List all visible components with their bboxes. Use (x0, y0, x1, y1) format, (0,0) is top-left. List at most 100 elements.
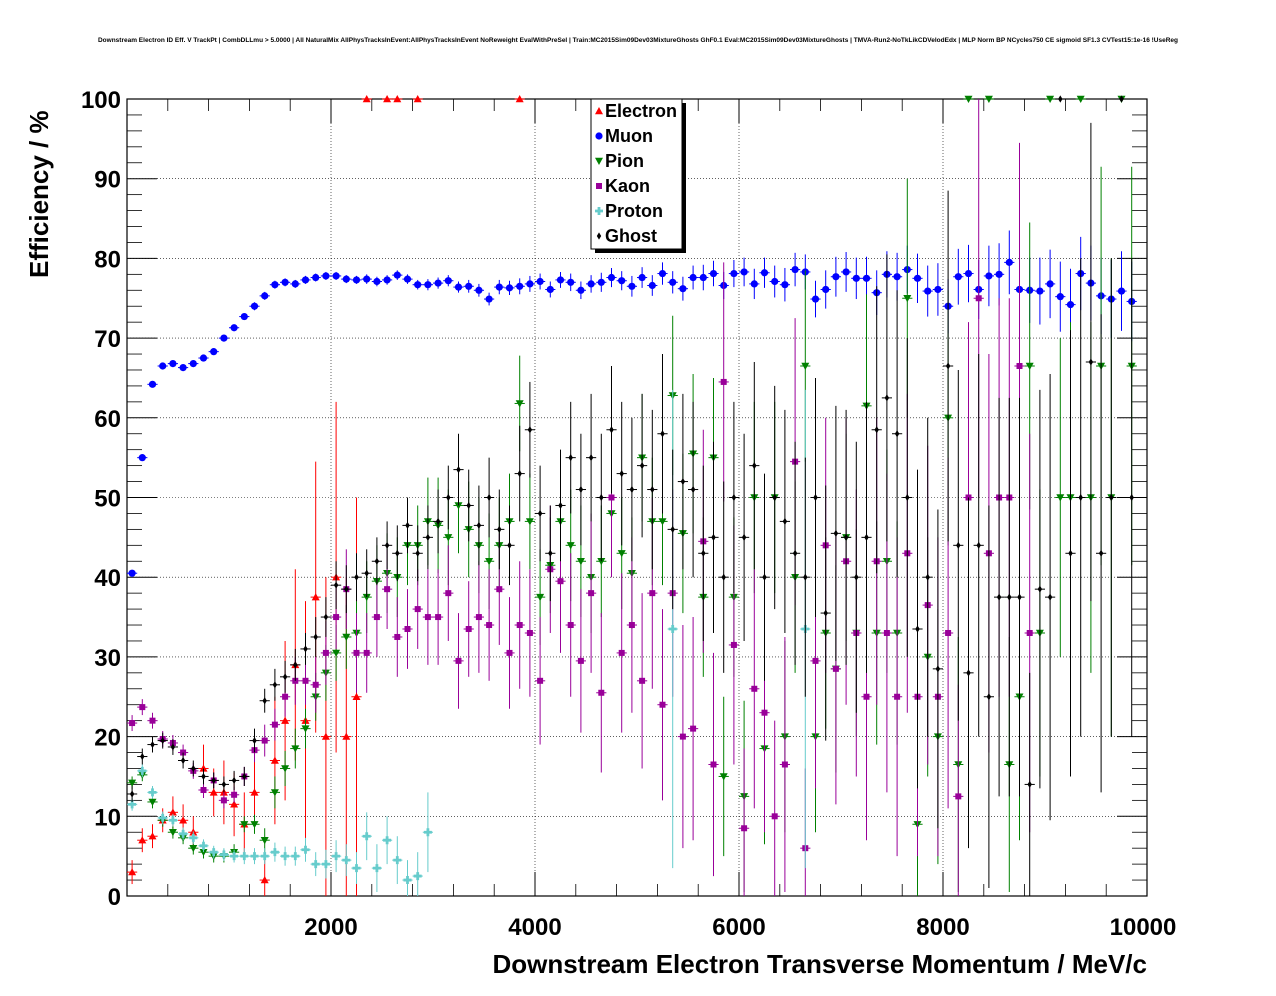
ghost-point (701, 549, 706, 557)
proton-point (158, 813, 167, 822)
muon-point (842, 268, 850, 276)
muon-point (322, 272, 330, 280)
kaon-point (384, 586, 391, 593)
muon-point (750, 280, 758, 288)
kaon-point (945, 629, 952, 636)
pion-point (576, 558, 585, 566)
ghost-point (639, 462, 645, 470)
proton-point (281, 852, 290, 861)
legend-label-muon: Muon (605, 126, 653, 146)
ghost-point (1007, 593, 1012, 601)
legend-label-proton: Proton (605, 201, 663, 221)
ghost-point (293, 661, 298, 669)
kaon-point (639, 677, 646, 684)
ghost-point (711, 533, 716, 541)
ghost-point (191, 764, 196, 773)
muon-point (485, 295, 493, 303)
pion-point (1056, 494, 1065, 502)
ghost-point (976, 541, 981, 549)
muon-point (852, 274, 860, 282)
muon-point (934, 285, 942, 294)
proton-point (352, 864, 361, 873)
ghost-point (935, 665, 941, 673)
muon-point (658, 269, 667, 278)
muon-point (342, 275, 350, 283)
muon-point (1117, 287, 1126, 295)
proton-point (179, 829, 188, 838)
kaon-point (894, 693, 901, 700)
muon-point (740, 268, 748, 276)
chart-title: Downstream Electron ID Eff. V TrackPt | … (98, 37, 1178, 44)
ghost-point (272, 681, 278, 689)
kaon-point (567, 622, 574, 629)
ghost-point (599, 493, 604, 502)
kaon-point (322, 649, 329, 656)
proton-point (270, 848, 279, 857)
ghost-point (1047, 593, 1053, 601)
kaon-point (149, 717, 156, 724)
kaon-point (690, 725, 697, 732)
ghost-point (405, 521, 410, 529)
proton-point (668, 625, 677, 634)
x-tick-label: 8000 (916, 914, 969, 941)
muon-point (505, 284, 514, 292)
series-muon (127, 230, 1137, 577)
ghost-point (425, 533, 431, 541)
pion-point (332, 649, 341, 657)
muon-point (556, 276, 565, 284)
proton-point (332, 852, 341, 861)
legend-label-pion: Pion (605, 151, 644, 171)
muon-point (567, 278, 575, 286)
electron-point (260, 876, 269, 884)
ghost-point (1119, 95, 1124, 103)
pion-point (199, 848, 208, 857)
legend-marker-pion (595, 157, 603, 165)
pion-point (260, 837, 269, 845)
ghost-point (894, 430, 900, 438)
ghost-point (252, 736, 257, 745)
muon-point (760, 269, 769, 277)
ghost-point (150, 740, 155, 749)
ghost-point (446, 493, 451, 502)
ghost-point (588, 454, 594, 462)
kaon-point (129, 720, 136, 727)
ghost-point (884, 394, 890, 402)
kaon-point (139, 704, 146, 711)
ghost-point (415, 549, 420, 557)
ghost-point (170, 743, 176, 751)
ghost-point (476, 521, 482, 529)
kaon-point (373, 614, 380, 621)
ghost-point (772, 493, 777, 502)
kaon-point (526, 629, 533, 636)
kaon-point (506, 649, 513, 656)
legend-marker-kaon (596, 183, 602, 189)
pion-point (719, 773, 728, 781)
pion-point (801, 362, 810, 370)
kaon-point (679, 733, 686, 740)
pion-point (128, 779, 137, 787)
pion-point (168, 829, 177, 837)
muon-point (495, 283, 503, 291)
muon-point (169, 360, 177, 368)
ghost-point (497, 525, 502, 533)
legend-label-ghost: Ghost (605, 226, 657, 246)
ghost-point (160, 736, 165, 745)
electron-point (413, 95, 422, 103)
muon-point (424, 281, 432, 289)
pion-point (1076, 95, 1085, 103)
muon-point (261, 292, 269, 300)
proton-point (383, 836, 392, 845)
pion-point (281, 765, 290, 773)
kaon-point (271, 721, 278, 728)
ghost-point (874, 426, 879, 434)
muon-point (148, 380, 157, 388)
muon-point (516, 282, 524, 290)
ghost-point (670, 525, 675, 533)
muon-point (577, 286, 585, 294)
pion-point (617, 550, 626, 558)
muon-point (597, 278, 605, 286)
muon-point (138, 454, 146, 462)
muon-point (954, 273, 962, 281)
kaon-point (741, 825, 748, 832)
kaon-point (1016, 362, 1023, 369)
